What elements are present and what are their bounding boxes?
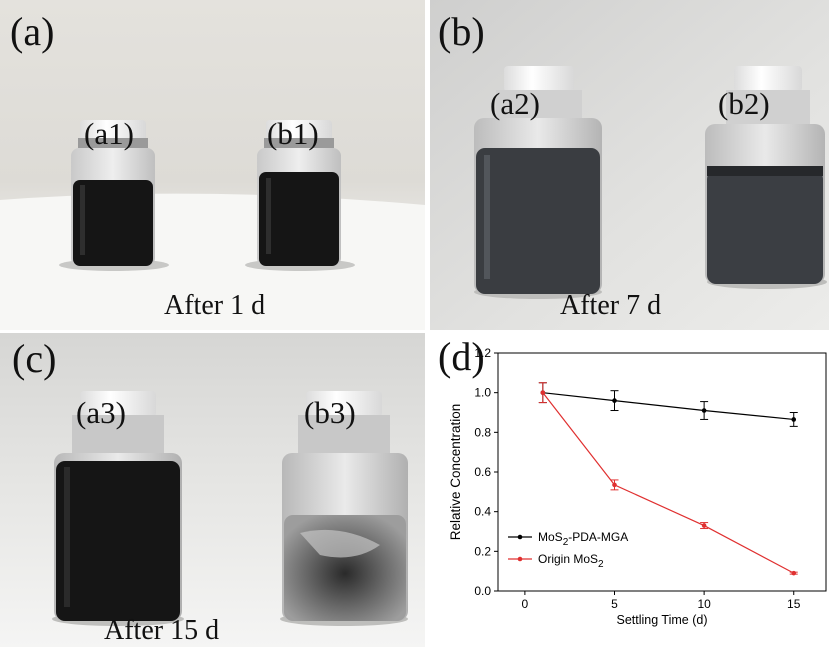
panel-caption-a: After 1 d (164, 290, 266, 321)
legend-marker-1 (517, 556, 523, 562)
chart-panel-d: (d) 0.0 0.2 0.4 0.6 0.8 1.0 1.2 0 5 10 15 Settling … (430, 333, 829, 647)
series-1-point-0 (540, 390, 546, 395)
series-0-point-2 (701, 408, 707, 413)
vial-a3 (52, 391, 184, 626)
series-0-point-1 (612, 398, 617, 403)
relative-concentration-chart: 0.0 0.2 0.4 0.6 0.8 1.0 1.2 0 5 10 15 Settling Time… (448, 346, 827, 627)
series-line-1 (542, 392, 795, 574)
series-1-point-1 (612, 482, 617, 488)
vial-label-b3: (b3) (304, 395, 356, 430)
vial-label-a2: (a2) (490, 86, 540, 121)
y-tick-label-2: 0.4 (474, 505, 491, 519)
photo-panel-c: (c) (a3) (b3) After 15 d (0, 333, 425, 647)
x-tick-label-1: 5 (611, 597, 618, 611)
series-1-point-2 (701, 523, 707, 528)
panel-caption-c: After 15 d (104, 615, 220, 646)
panel-label-a: (a) (10, 9, 55, 54)
vial-b2 (705, 66, 827, 289)
y-tick-label-3: 0.6 (474, 465, 491, 479)
vial-b1 (245, 120, 355, 271)
photo-panel-a: (a) (a1) (b1) After 1 d (0, 0, 425, 330)
x-axis-label: Settling Time (d) (616, 613, 707, 627)
vial-label-a1: (a1) (84, 116, 134, 151)
y-tick-label-0: 0.0 (474, 584, 491, 598)
y-axis-label: Relative Concentration (448, 404, 463, 541)
vial-b3 (280, 391, 408, 626)
legend-label-0: MoS2-PDA-MGA (538, 530, 628, 548)
legend-marker-0 (517, 534, 523, 540)
vial-label-b1: (b1) (267, 116, 319, 151)
vial-a1 (59, 120, 169, 271)
y-tick-label-1: 0.2 (474, 544, 491, 558)
series-line-0 (542, 392, 794, 421)
series-0-point-3 (791, 417, 797, 422)
vial-photo-a (0, 0, 425, 330)
vial-photo-b (430, 0, 829, 330)
photo-panel-b: (b) (a2) (b2) After 7 d (430, 0, 829, 330)
legend-label-1: Origin MoS2 (538, 552, 604, 570)
panel-label-b: (b) (438, 9, 485, 54)
x-tick-label-0: 0 (522, 597, 529, 611)
panel-label-c: (c) (12, 336, 57, 381)
vial-a2 (474, 66, 602, 299)
x-tick-label-2: 10 (697, 597, 711, 611)
panel-caption-b: After 7 d (560, 290, 662, 321)
vial-label-b2: (b2) (718, 86, 770, 121)
series-1-point-3 (791, 570, 797, 576)
x-tick-label-3: 15 (787, 597, 801, 611)
vial-photo-c (0, 333, 425, 647)
y-tick-label-5: 1.0 (474, 386, 491, 400)
y-tick-label-6: 1.2 (474, 346, 491, 360)
panel-label-d: (d) (438, 334, 485, 379)
vial-label-a3: (a3) (76, 395, 126, 430)
y-tick-label-4: 0.8 (474, 425, 491, 439)
